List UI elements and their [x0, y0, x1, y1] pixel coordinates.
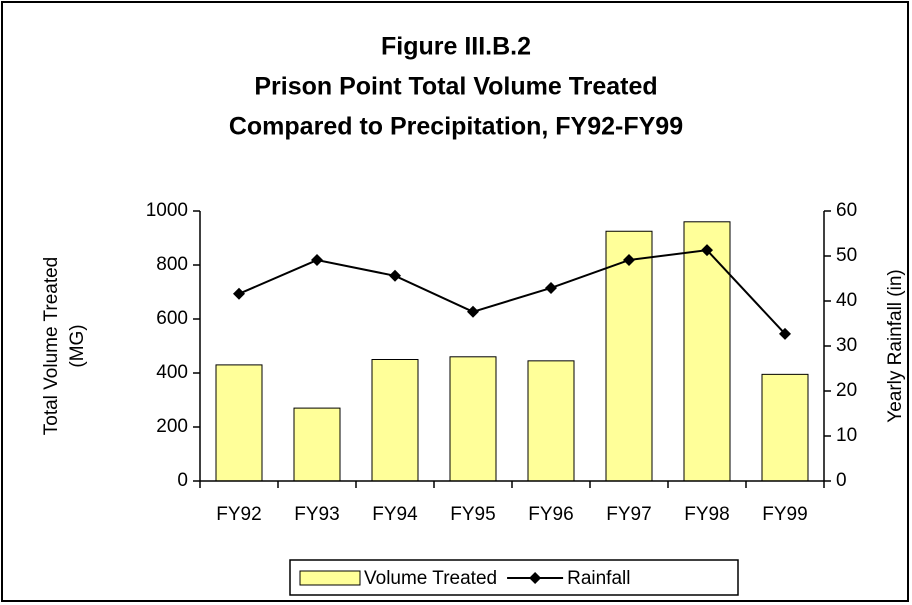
x-tick-label: FY92 — [216, 504, 261, 525]
marker — [623, 254, 635, 267]
chart-title: Figure III.B.2 — [381, 33, 531, 61]
y2-tick-label: 50 — [836, 245, 857, 266]
chart-title: Compared to Precipitation, FY92-FY99 — [229, 113, 683, 141]
y2-tick-label: 0 — [836, 470, 847, 491]
bar — [605, 230, 653, 482]
bar — [761, 373, 809, 482]
x-tick-label: FY93 — [294, 504, 339, 525]
x-tick-label: FY96 — [528, 504, 573, 525]
x-tick-label: FY98 — [684, 504, 729, 525]
bar — [293, 407, 341, 482]
marker — [545, 281, 557, 294]
x-tick-label: FY97 — [606, 504, 651, 525]
x-tick-label: FY95 — [450, 504, 495, 525]
y2-axis-label: Yearly Rainfall (in) — [885, 269, 906, 422]
x-tick-label: FY99 — [762, 504, 807, 525]
bar — [449, 356, 497, 482]
y2-tick-label: 60 — [836, 200, 857, 221]
y-tick-label: 1000 — [146, 200, 188, 221]
y-tick-label: 0 — [177, 470, 188, 491]
bar — [371, 359, 419, 482]
legend-label: Volume Treated — [364, 568, 497, 589]
marker — [779, 327, 791, 340]
y2-tick-label: 20 — [836, 380, 857, 401]
legend-label: Rainfall — [567, 568, 630, 589]
line — [238, 249, 786, 335]
y-tick-label: 600 — [156, 308, 188, 329]
bar — [683, 221, 731, 482]
y2-tick-label: 10 — [836, 425, 857, 446]
marker — [311, 254, 323, 267]
x-tick-label: FY94 — [372, 504, 418, 525]
marker — [233, 287, 245, 300]
legend-swatch — [299, 570, 361, 586]
marker — [389, 269, 401, 282]
y-tick-label: 200 — [156, 416, 188, 437]
y2-tick-label: 30 — [836, 335, 857, 356]
legend-marker — [529, 572, 542, 584]
marker — [467, 305, 479, 318]
y-axis-label: Total Volume Treated — [41, 257, 62, 436]
bar — [527, 360, 575, 482]
bar — [215, 364, 263, 482]
y-tick-label: 400 — [156, 362, 188, 383]
chart-title: Prison Point Total Volume Treated — [254, 73, 657, 101]
y-tick-label: 800 — [156, 254, 188, 275]
y2-tick-label: 40 — [836, 290, 857, 311]
y-axis-label: (MG) — [67, 324, 88, 367]
marker — [701, 244, 713, 257]
